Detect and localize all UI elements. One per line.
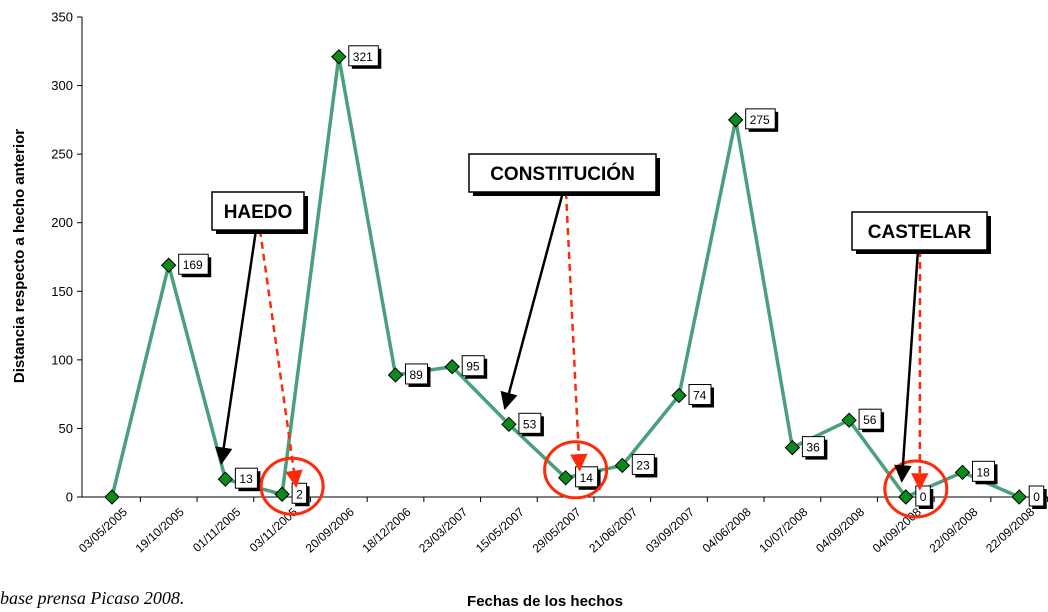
x-tick-label: 03/11/2005 — [247, 505, 301, 555]
data-point-marker — [387, 367, 404, 383]
x-tick-label: 22/09/2008 — [983, 505, 1037, 556]
x-tick-label: 18/12/2006 — [360, 505, 414, 556]
data-label-box — [234, 467, 258, 489]
annotation-label: HAEDO — [224, 202, 293, 223]
data-label-box — [461, 355, 485, 377]
y-axis-title: Distancia respecto a hecho anterior — [11, 129, 28, 383]
annotation-box — [851, 211, 988, 251]
annotation-box — [468, 153, 657, 193]
data-label-box — [801, 436, 825, 458]
source-note: base prensa Picaso 2008. — [0, 588, 185, 608]
y-tick-label: 350 — [51, 10, 73, 25]
x-tick-label: 03/09/2007 — [643, 505, 697, 556]
annotation-arrow-solid — [500, 191, 565, 411]
data-point-marker — [557, 470, 574, 486]
data-point-marker — [1011, 489, 1027, 505]
data-label-box — [631, 453, 655, 475]
data-label: 13 — [239, 472, 253, 486]
x-axis-title: Fechas de los hechos — [467, 593, 623, 610]
x-tick-label: 15/05/2007 — [473, 505, 527, 556]
x-tick-label: 29/05/2007 — [530, 505, 584, 556]
highlight-circle — [543, 440, 609, 500]
annotation-label: CONSTITUCIÓN — [490, 163, 635, 185]
y-tick-label: 300 — [51, 78, 73, 93]
data-label-box — [745, 108, 776, 130]
data-label: 0 — [1033, 490, 1040, 504]
data-point-marker — [898, 489, 914, 505]
x-tick-label: 01/11/2005 — [190, 505, 244, 555]
data-label: 169 — [183, 258, 203, 272]
y-tick-label: 50 — [59, 421, 73, 436]
y-tick-label: 100 — [51, 352, 73, 367]
data-label: 18 — [977, 465, 991, 479]
x-tick-label: 04/06/2008 — [700, 505, 754, 556]
data-label-box — [688, 384, 712, 406]
annotation-arrow-solid — [215, 229, 258, 465]
annotation-label: CASTELAR — [868, 222, 972, 243]
data-point-marker — [444, 359, 460, 375]
data-point-marker — [784, 439, 801, 456]
data-label-box — [518, 412, 542, 434]
x-tick-label: 21/06/2007 — [586, 505, 640, 556]
highlight-circle — [883, 459, 949, 519]
data-label: 2 — [296, 487, 303, 501]
data-point-marker — [104, 489, 120, 505]
x-tick-label: 10/07/2008 — [756, 505, 810, 556]
x-tick-label: 03/05/2005 — [76, 505, 130, 556]
data-label-box — [858, 408, 882, 430]
data-label-box — [1028, 485, 1045, 507]
data-point-marker — [217, 471, 234, 487]
annotation-arrow-dashed — [564, 191, 588, 472]
data-label: 95 — [466, 360, 480, 374]
x-tick-label: 20/09/2006 — [303, 505, 357, 556]
data-point-marker — [614, 457, 631, 474]
x-tick-label: 23/03/2007 — [416, 505, 470, 556]
annotation-box — [211, 191, 305, 231]
data-label-box — [405, 363, 428, 385]
y-tick-label: 150 — [51, 284, 73, 299]
annotation-arrow-solid — [894, 249, 920, 483]
data-label: 89 — [410, 368, 424, 382]
y-tick-label: 200 — [51, 215, 73, 230]
data-label-box — [178, 253, 209, 275]
data-label: 0 — [920, 490, 927, 504]
data-label: 74 — [693, 389, 707, 403]
data-label: 275 — [750, 113, 770, 127]
data-label: 53 — [523, 417, 537, 431]
data-label-box — [972, 460, 995, 482]
data-point-marker — [331, 49, 347, 65]
data-label: 321 — [353, 50, 373, 64]
data-label: 23 — [636, 458, 650, 472]
annotation-arrow-dashed — [258, 229, 303, 488]
markers-layer — [104, 49, 1027, 505]
y-tick-label: 0 — [66, 490, 73, 505]
data-labels-layer: 169 13 2 321 89 95 53 14 23 74 275 36 56 0 18 0 — [178, 45, 1047, 509]
annotations-layer: HAEDO CONSTITUCIÓN CASTELAR — [211, 153, 991, 519]
x-tick-label: 19/10/2005 — [133, 505, 187, 556]
data-point-marker — [841, 412, 857, 428]
data-label: 36 — [806, 441, 820, 455]
data-point-marker — [671, 387, 687, 404]
data-point-marker — [501, 416, 517, 433]
data-label-box — [348, 45, 379, 67]
data-point-marker — [954, 464, 971, 481]
data-label: 14 — [580, 471, 594, 485]
data-point-marker — [160, 257, 177, 273]
data-label: 56 — [863, 413, 877, 427]
x-tick-label: 04/09/2008 — [813, 505, 867, 556]
y-tick-label: 250 — [51, 147, 73, 162]
data-point-marker — [727, 112, 744, 128]
data-point-marker — [274, 486, 290, 502]
